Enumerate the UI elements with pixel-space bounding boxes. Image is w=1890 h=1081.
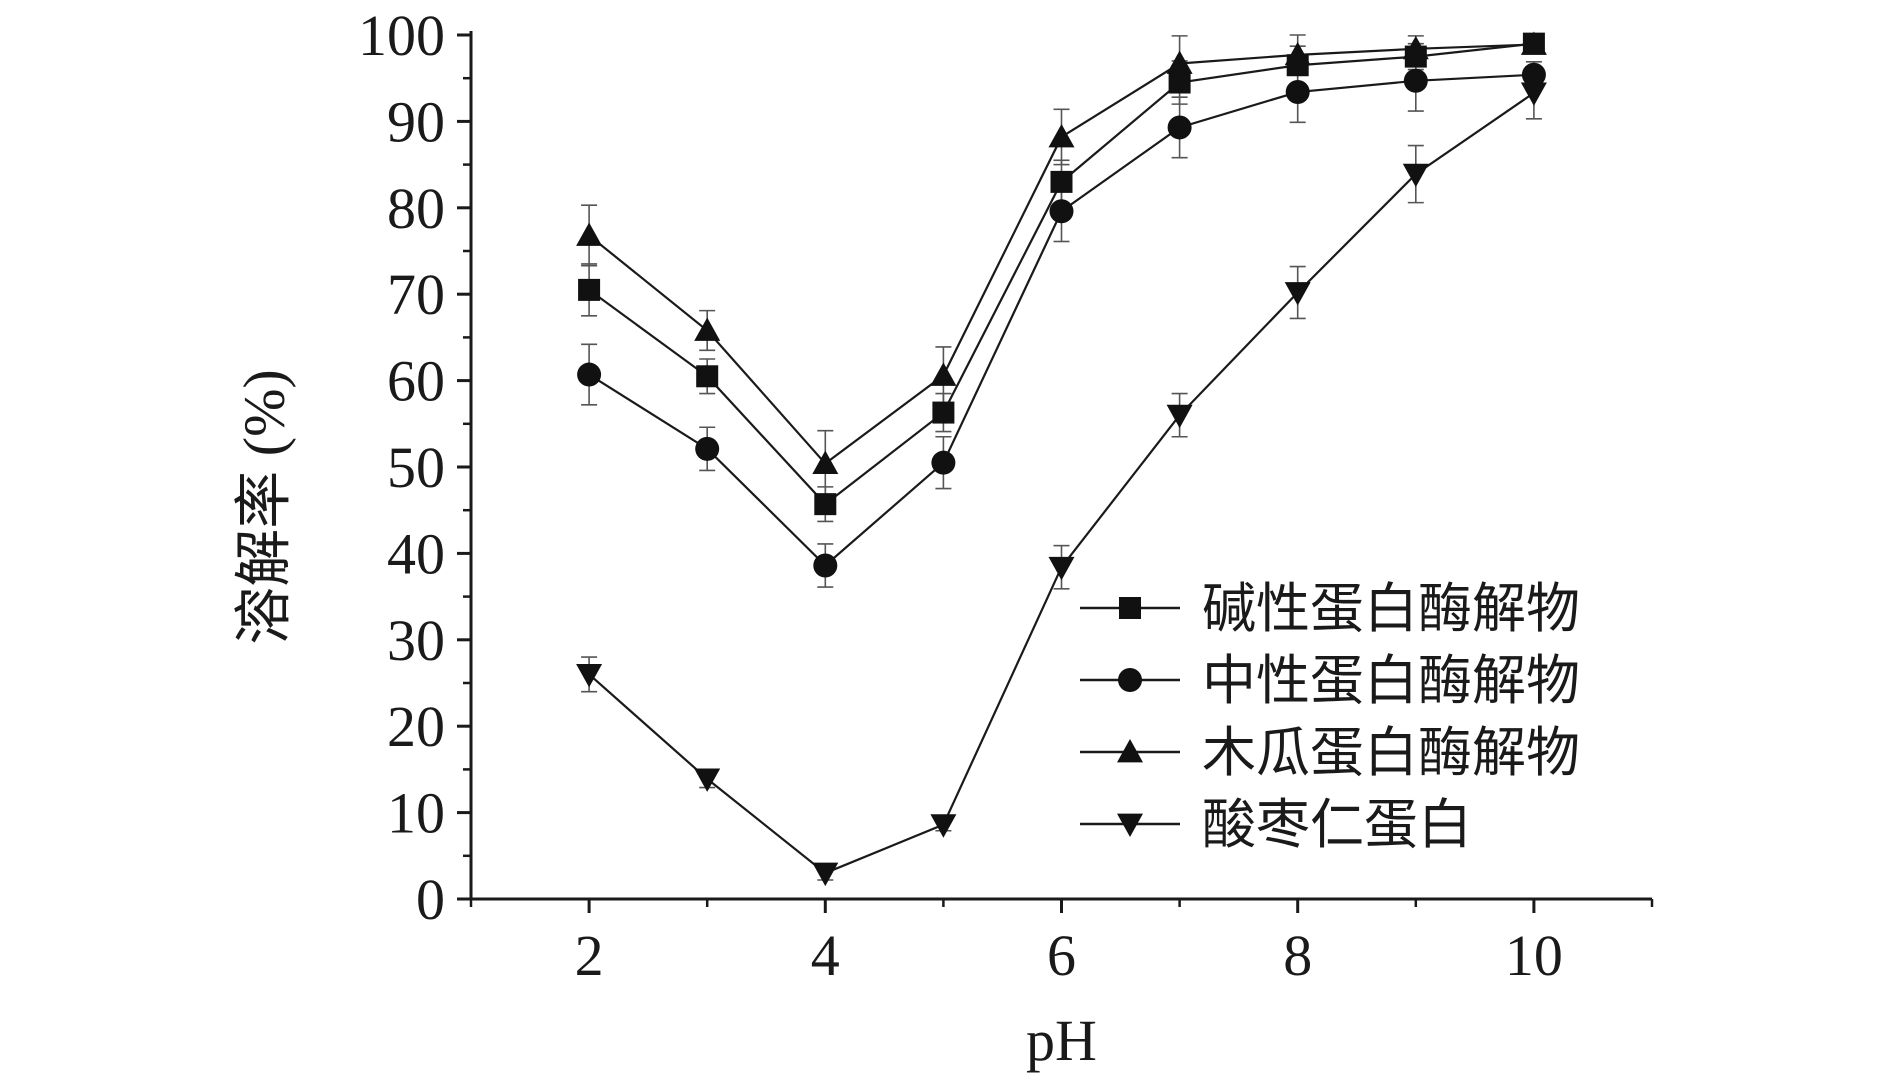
data-point-circle (577, 362, 602, 387)
data-point-circle (1521, 62, 1546, 87)
legend-marker-square (1119, 597, 1141, 619)
legend-item: 木瓜蛋白酶解物 (1080, 721, 1580, 784)
data-point-square (578, 278, 601, 301)
data-point-triangle-down (694, 768, 721, 792)
legend-item: 中性蛋白酶解物 (1080, 649, 1580, 712)
y-tick-label: 90 (387, 89, 445, 154)
legend-item: 碱性蛋白酶解物 (1080, 577, 1580, 640)
x-tick-label: 6 (1047, 923, 1076, 988)
legend-label: 中性蛋白酶解物 (1202, 649, 1580, 712)
data-point-triangle-down (812, 862, 839, 887)
data-point-triangle-up (1520, 31, 1547, 55)
data-point-square (932, 401, 955, 424)
legend-marker-triangle-down (1117, 813, 1143, 837)
data-point-square (814, 493, 837, 516)
x-tick-label: 8 (1283, 923, 1312, 988)
data-point-triangle-up (1166, 50, 1193, 74)
y-tick-label: 50 (387, 435, 445, 500)
data-point-circle (1167, 115, 1192, 140)
data-point-triangle-up (1048, 123, 1075, 148)
data-point-triangle-down (1166, 404, 1193, 429)
data-point-circle (695, 436, 720, 461)
data-point-triangle-up (812, 450, 839, 474)
y-tick-label: 0 (416, 867, 445, 932)
legend-label: 酸枣仁蛋白 (1202, 793, 1472, 856)
y-tick-label: 30 (387, 608, 445, 673)
data-point-circle (931, 450, 956, 475)
data-point-triangle-down (1520, 82, 1547, 106)
y-axis-title: 溶解率 (%) (231, 369, 296, 644)
data-point-circle (1285, 80, 1310, 105)
y-tick-label: 80 (387, 176, 445, 241)
legend-label: 碱性蛋白酶解物 (1202, 577, 1580, 640)
data-point-triangle-up (576, 222, 603, 246)
data-point-square (696, 365, 719, 388)
data-point-triangle-down (1048, 556, 1075, 581)
y-tick-label: 10 (387, 781, 445, 846)
x-tick-label: 2 (575, 923, 604, 988)
data-point-square (1050, 170, 1073, 193)
legend-label: 木瓜蛋白酶解物 (1202, 721, 1580, 784)
data-point-triangle-up (1284, 41, 1311, 66)
axes-group (457, 31, 1654, 913)
data-point-triangle-down (1402, 163, 1429, 188)
legend-item: 酸枣仁蛋白 (1080, 793, 1472, 856)
data-point-triangle-down (930, 814, 957, 838)
legend-marker-triangle-up (1117, 739, 1143, 763)
data-point-circle (1049, 199, 1074, 224)
tick-labels-group: 0 10 20 30 40 50 60 70 80 90 100 2 4 6 8 10 (358, 3, 1563, 988)
data-point-triangle-up (930, 362, 957, 386)
x-tick-label: 10 (1505, 923, 1563, 988)
data-point-triangle-up (1402, 35, 1429, 60)
data-point-circle (1403, 68, 1428, 93)
y-tick-label: 20 (387, 694, 445, 759)
x-tick-label: 4 (811, 923, 840, 988)
data-point-triangle-down (1284, 282, 1311, 306)
data-point-triangle-up (694, 317, 721, 341)
y-tick-label: 40 (387, 521, 445, 586)
y-tick-label: 60 (387, 349, 445, 414)
x-axis-title: pH (1026, 1008, 1097, 1073)
markers-group (576, 31, 1547, 887)
y-tick-label: 70 (387, 262, 445, 327)
data-point-circle (813, 553, 838, 578)
data-point-triangle-down (576, 663, 603, 688)
y-tick-label: 100 (358, 3, 445, 68)
legend-marker-circle (1118, 668, 1142, 692)
data-point-square (1168, 71, 1191, 94)
